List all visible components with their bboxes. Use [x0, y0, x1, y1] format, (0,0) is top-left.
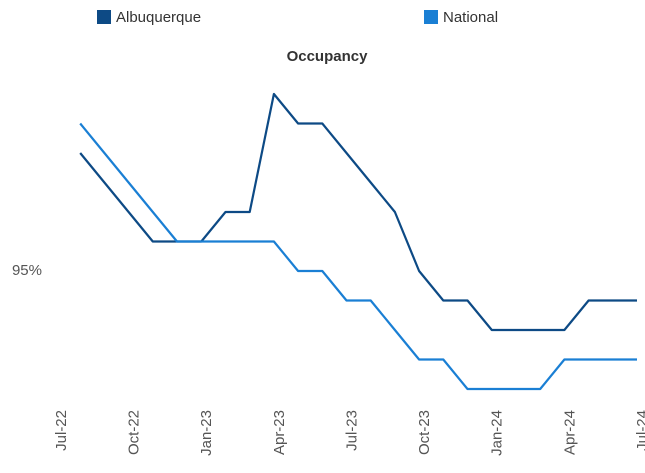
x-tick-label: Jan-23 [198, 410, 215, 456]
x-tick-label: Jul-23 [343, 410, 360, 451]
x-tick-label: Oct-23 [416, 410, 433, 455]
y-tick-label: 95% [12, 262, 42, 279]
line-series [79, 92, 637, 332]
x-tick-label: Jul-24 [634, 410, 645, 451]
x-tick-label: Apr-23 [271, 410, 288, 455]
legend-swatch [424, 10, 438, 24]
x-tick-label: Oct-22 [126, 410, 143, 455]
chart-title: Occupancy [287, 48, 369, 65]
legend-label: Albuquerque [116, 9, 201, 26]
x-tick-label: Jan-24 [489, 410, 506, 456]
x-tick-label: Apr-24 [561, 410, 578, 455]
legend-label: National [443, 9, 498, 26]
legend-swatch [97, 10, 111, 24]
x-tick-label: Jul-22 [53, 410, 70, 451]
line-series [79, 122, 637, 391]
